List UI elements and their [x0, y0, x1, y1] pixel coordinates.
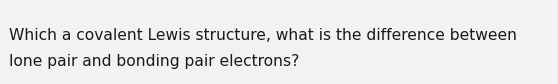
- Text: lone pair and bonding pair electrons?: lone pair and bonding pair electrons?: [9, 54, 300, 69]
- Text: Which a covalent Lewis structure, what is the difference between: Which a covalent Lewis structure, what i…: [9, 28, 517, 43]
